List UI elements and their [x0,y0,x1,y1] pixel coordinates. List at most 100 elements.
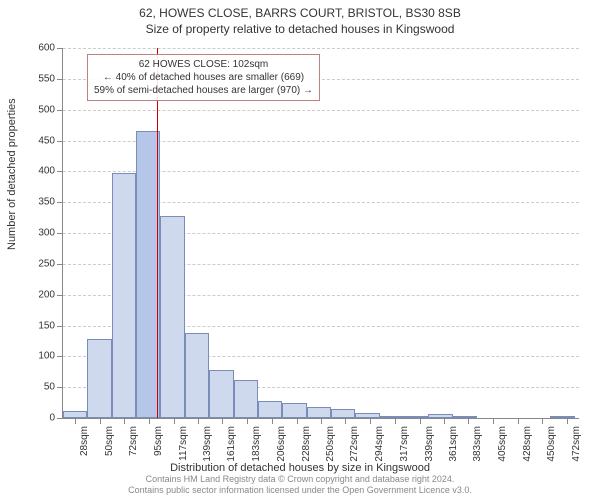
x-tick [345,418,346,424]
y-tick [57,202,63,203]
y-tick-label: 500 [38,104,55,115]
x-tick-label: 294sqm [374,426,385,462]
y-tick [57,295,63,296]
histogram-bar [380,416,404,418]
y-tick-label: 450 [38,135,55,146]
x-axis-title: Distribution of detached houses by size … [0,462,600,474]
y-tick-label: 150 [38,320,55,331]
y-tick [57,387,63,388]
footer-line2: Contains public sector information licen… [0,485,600,496]
y-tick-label: 50 [44,382,55,393]
x-tick-label: 450sqm [546,426,557,462]
x-tick-label: 428sqm [522,426,533,462]
grid-line [63,110,579,111]
y-tick [57,233,63,234]
y-tick [57,326,63,327]
y-tick [57,264,63,265]
y-tick [57,171,63,172]
y-tick-label: 100 [38,351,55,362]
annotation-line2: ← 40% of detached houses are smaller (66… [94,71,313,84]
histogram-bar [282,403,306,418]
footer: Contains HM Land Registry data © Crown c… [0,474,600,496]
x-tick-label: 206sqm [276,426,287,462]
x-tick-label: 50sqm [104,426,115,456]
x-tick [395,418,396,424]
histogram-bar [209,370,233,418]
x-tick [567,418,568,424]
x-tick-label: 161sqm [226,426,237,462]
x-tick [100,418,101,424]
y-tick-label: 300 [38,228,55,239]
x-tick-label: 472sqm [571,426,582,462]
x-tick-label: 95sqm [153,426,164,456]
y-tick [57,79,63,80]
histogram-bar [112,173,136,418]
histogram-bar [160,216,184,418]
grid-line [63,48,579,49]
histogram-bar [234,380,258,418]
plot-area: 05010015020025030035040045050055060028sq… [62,48,579,419]
x-tick [321,418,322,424]
y-tick [57,110,63,111]
x-tick [124,418,125,424]
chart-title-2: Size of property relative to detached ho… [0,22,600,40]
x-tick-label: 383sqm [472,426,483,462]
y-tick [57,418,63,419]
x-tick [222,418,223,424]
x-tick [149,418,150,424]
x-tick [468,418,469,424]
x-tick [174,418,175,424]
histogram-bar [63,411,87,418]
histogram-bar [453,416,477,418]
x-tick [493,418,494,424]
x-tick-label: 272sqm [349,426,360,462]
x-tick-label: 28sqm [79,426,90,456]
annotation-line1: 62 HOWES CLOSE: 102sqm [94,58,313,71]
y-tick-label: 600 [38,43,55,54]
footer-line1: Contains HM Land Registry data © Crown c… [0,474,600,485]
x-tick-label: 228sqm [301,426,312,462]
y-tick-label: 0 [49,413,55,424]
y-tick-label: 550 [38,73,55,84]
y-tick-label: 400 [38,166,55,177]
histogram-bar [185,333,209,418]
x-tick [420,418,421,424]
histogram-bar [307,407,331,418]
x-tick [272,418,273,424]
x-tick-label: 183sqm [251,426,262,462]
x-tick [198,418,199,424]
y-axis-title: Number of detached properties [6,98,18,250]
histogram-bar [428,414,452,418]
histogram-bar [404,416,428,418]
x-tick [518,418,519,424]
x-tick [542,418,543,424]
histogram-bar [87,339,111,418]
histogram-bar [258,401,282,418]
x-tick [444,418,445,424]
x-tick [247,418,248,424]
x-tick [297,418,298,424]
x-tick-label: 72sqm [128,426,139,456]
x-tick-label: 405sqm [497,426,508,462]
y-tick [57,356,63,357]
highlight-line [157,48,158,418]
x-tick-label: 139sqm [202,426,213,462]
y-tick [57,48,63,49]
x-tick [75,418,76,424]
x-tick-label: 317sqm [399,426,410,462]
histogram-bar [550,416,574,418]
x-tick-label: 117sqm [178,426,189,461]
x-tick-label: 339sqm [424,426,435,462]
y-tick-label: 250 [38,258,55,269]
chart-title-1: 62, HOWES CLOSE, BARRS COURT, BRISTOL, B… [0,0,600,22]
y-tick-label: 200 [38,289,55,300]
x-tick-label: 361sqm [448,426,459,462]
annotation-line3: 59% of semi-detached houses are larger (… [94,84,313,97]
y-tick-label: 350 [38,197,55,208]
chart-container: 62, HOWES CLOSE, BARRS COURT, BRISTOL, B… [0,0,600,500]
annotation-box: 62 HOWES CLOSE: 102sqm ← 40% of detached… [87,54,320,101]
histogram-bar [355,413,379,418]
x-tick-label: 250sqm [325,426,336,462]
x-tick [370,418,371,424]
histogram-bar [331,409,355,418]
